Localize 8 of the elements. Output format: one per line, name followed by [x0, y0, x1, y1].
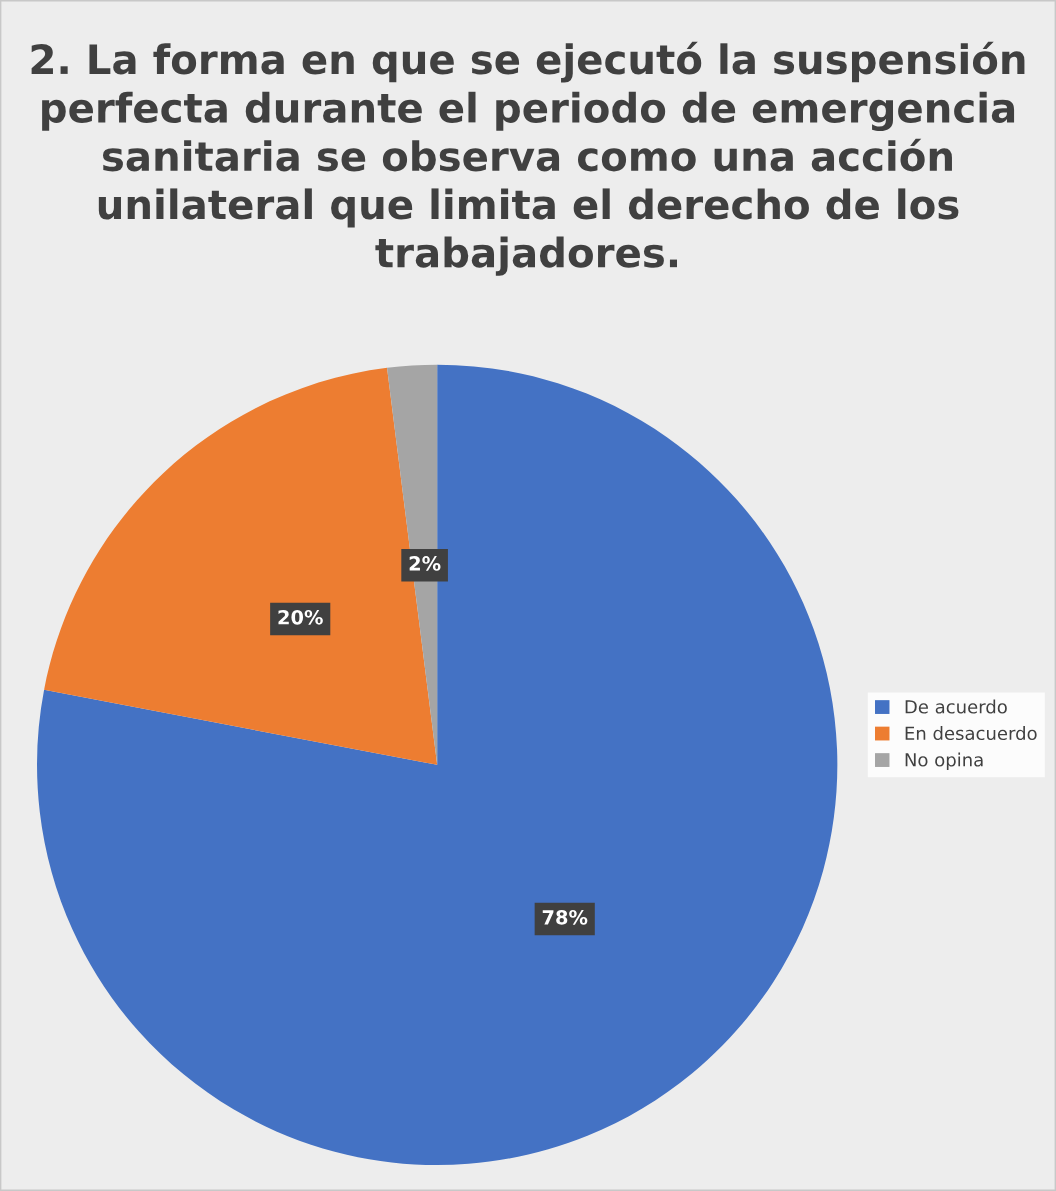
legend-label: No opina [905, 752, 983, 771]
pie-slice [37, 364, 838, 1166]
chart-title: 2. La forma en que se ejecutó la suspensión perfecta durante el periodo de emergencia sanitaria se observa como una acción unilateral que limita el derecho de los trabajadores. [31, 41, 1025, 276]
data-label: 2% [409, 556, 441, 571]
data-label: 78% [542, 909, 588, 925]
legend-label: En desacuerdo [905, 726, 1037, 741]
data-label: 20% [278, 609, 323, 625]
legend-label: De acuerdo [905, 699, 1007, 714]
